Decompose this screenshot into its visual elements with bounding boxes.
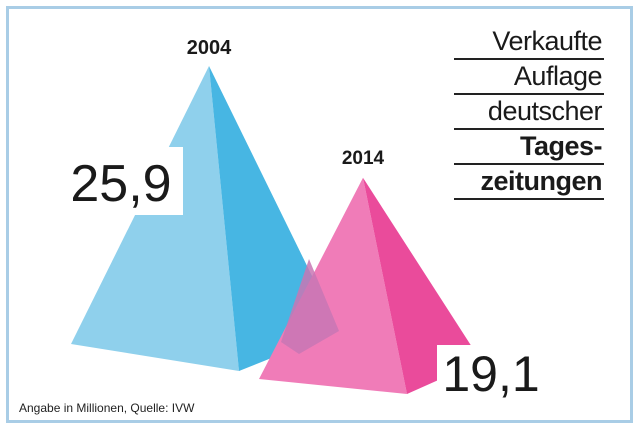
pyramid-2004-front-face [71,66,239,371]
title-line-2: Auflage [454,60,604,95]
title-line-1: Verkaufte [454,25,604,60]
title-line-3: deutscher [454,95,604,130]
source-note: Angabe in Millionen, Quelle: IVW [19,401,195,415]
year-label-2004: 2004 [187,37,232,59]
title-line-4: Tages- [454,130,604,165]
chart-title: Verkaufte Auflage deutscher Tages- zeitu… [454,25,604,200]
year-label-2014: 2014 [342,148,385,169]
pyramid-overlap [281,259,339,354]
pyramid-2014-side-face [363,177,481,394]
value-box-2014 [437,345,547,405]
title-line-5: zeitungen [454,165,604,200]
pyramid-chart: 2004 2014 25,9 19,1 [65,37,547,405]
chart-frame: 2004 2014 25,9 19,1 Verkaufte Auflage deuts… [6,6,633,423]
value-box-2004 [65,147,183,215]
value-label-2004: 25,9 [70,155,171,213]
value-label-2014: 19,1 [442,346,539,402]
